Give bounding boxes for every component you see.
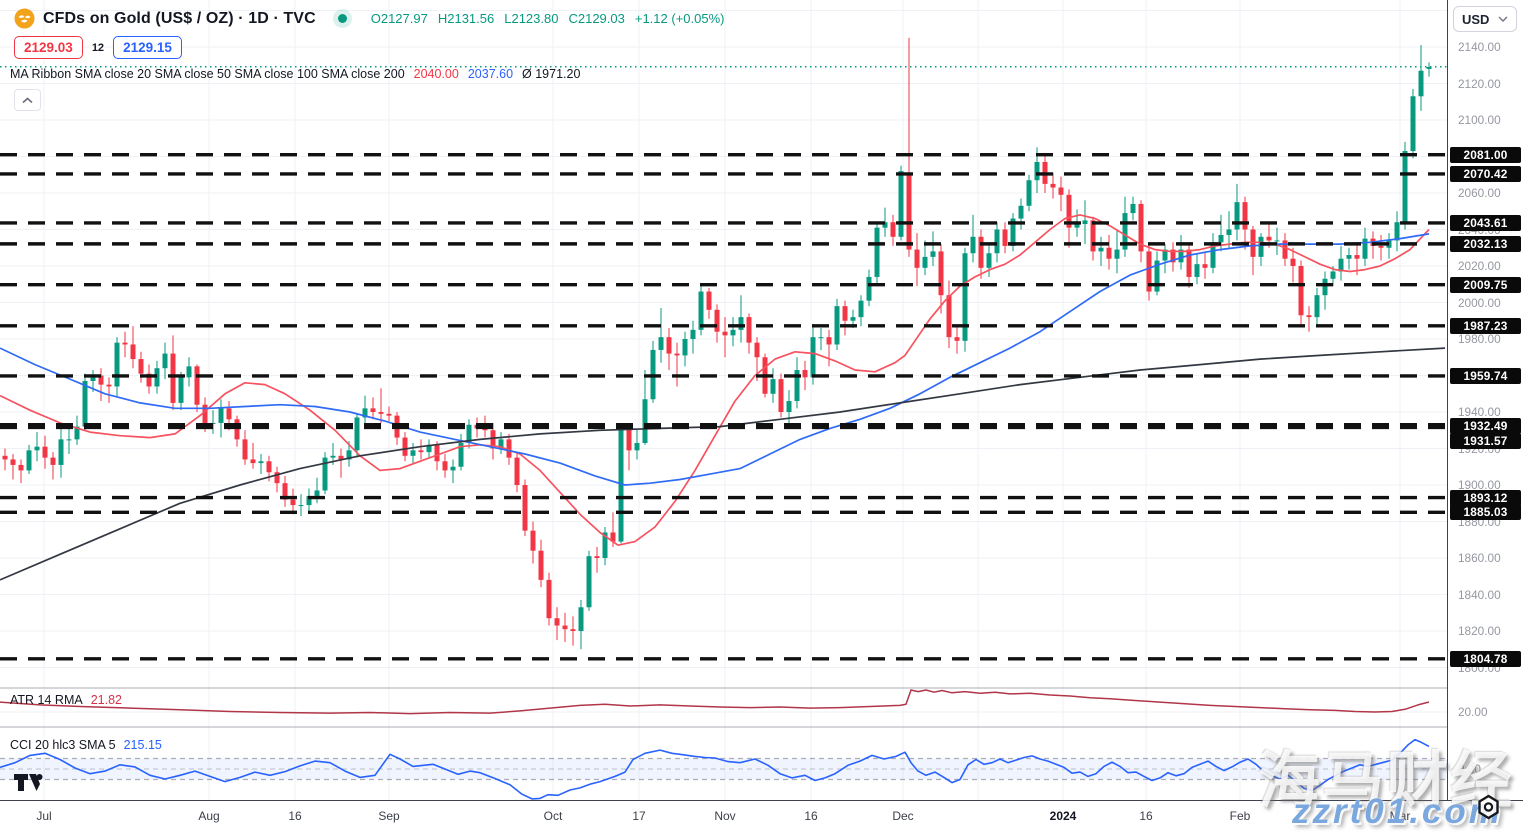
- price-tick-label: 2120.00: [1458, 76, 1501, 91]
- price-tick-label: 2100.00: [1458, 113, 1501, 127]
- tradingview-logo-icon[interactable]: [14, 773, 44, 797]
- price-tick-label: 2060.00: [1458, 186, 1501, 200]
- chevron-up-icon: [22, 96, 33, 103]
- buy-price-button[interactable]: 2129.15: [113, 36, 182, 59]
- level-lines-layer: [0, 152, 1447, 661]
- spread-badge: 12: [91, 41, 105, 54]
- level-price-label[interactable]: 2070.42: [1450, 165, 1521, 182]
- time-axis-label[interactable]: Oct: [543, 809, 563, 823]
- level-price-label[interactable]: 1932.49: [1450, 417, 1521, 434]
- ohlc-low: L2123.80: [504, 11, 559, 26]
- time-axis-label[interactable]: 17: [632, 809, 646, 823]
- cci-plot-line: [0, 738, 1430, 800]
- level-price-label[interactable]: 1931.57: [1450, 433, 1521, 450]
- price-tick-label: 1840.00: [1458, 587, 1501, 602]
- price-tick-label: 0.00: [1458, 762, 1481, 776]
- atr-legend-value[interactable]: 21.82: [90, 693, 122, 707]
- ma-ribbon-sma20-value: 2040.00: [413, 67, 459, 81]
- ma-lines-layer: [0, 214, 1446, 581]
- level-price-label[interactable]: 1893.12: [1450, 489, 1521, 506]
- time-axis-label[interactable]: Dec: [892, 809, 914, 823]
- level-price-label[interactable]: 1987.23: [1450, 317, 1521, 334]
- price-tick-label: 2020.00: [1458, 259, 1501, 273]
- currency-label: USD: [1462, 11, 1490, 27]
- time-axis-label[interactable]: 16: [804, 809, 818, 823]
- price-tick-label: 20.00: [1458, 705, 1488, 719]
- price-tick-label: 1860.00: [1458, 551, 1501, 565]
- ohlc-close: C2129.03: [568, 11, 625, 26]
- ohlc-high: H2131.56: [437, 11, 495, 26]
- atr-legend-label[interactable]: ATR 14 RMA: [10, 693, 83, 707]
- ohlc-change: +1.12 (+0.05%): [634, 11, 725, 26]
- ma-ribbon-label[interactable]: MA Ribbon SMA close 20 SMA close 50 SMA …: [10, 67, 405, 81]
- usd-currency-button[interactable]: USD: [1453, 6, 1517, 32]
- time-axis-label[interactable]: Aug: [198, 809, 220, 823]
- gold-symbol-icon: [14, 8, 35, 29]
- pane-legend: CCI 20 hlc3 SMA 5 215.15: [10, 738, 162, 752]
- symbol-header: CFDs on Gold (US$ / OZ) · 1D · TVC O2127…: [14, 8, 724, 29]
- level-price-label[interactable]: 1885.03: [1450, 504, 1521, 521]
- ohlc-readout: O2127.97 H2131.56 L2123.80 C2129.03 +1.1…: [371, 11, 725, 26]
- time-axis-label[interactable]: Jul: [36, 809, 52, 823]
- time-axis-label[interactable]: 16: [288, 809, 302, 823]
- level-price-label[interactable]: 1959.74: [1450, 367, 1521, 384]
- level-price-label[interactable]: 1804.78: [1450, 650, 1521, 667]
- axis-settings-gear-icon[interactable]: [1476, 794, 1501, 825]
- atr-plot-line: [0, 689, 1430, 715]
- time-axis-label[interactable]: Mar: [1389, 809, 1411, 823]
- price-tick-label: 1940.00: [1458, 405, 1501, 419]
- sell-price-button[interactable]: 2129.03: [14, 36, 83, 59]
- symbol-title[interactable]: CFDs on Gold (US$ / OZ) · 1D · TVC: [43, 9, 316, 27]
- level-price-label[interactable]: 2032.13: [1450, 235, 1521, 252]
- time-axis-label[interactable]: Sep: [378, 809, 400, 823]
- price-tick-label: 2000.00: [1458, 295, 1501, 310]
- pane-legend: ATR 14 RMA 21.82: [10, 693, 122, 707]
- cci-legend-value[interactable]: 215.15: [123, 738, 162, 752]
- time-axis-label[interactable]: 2024: [1049, 809, 1077, 823]
- price-tick-label: 2140.00: [1458, 40, 1501, 54]
- time-axis-label[interactable]: Feb: [1229, 809, 1251, 823]
- time-axis[interactable]: Jul Aug 16 Sep Oct 17 Nov 16 Dec 2024 16 Feb Mar: [0, 800, 1523, 833]
- cci-band: [0, 757, 1447, 781]
- price-axis[interactable]: USD 2140.002120.002100.002080.002060.002…: [1447, 0, 1523, 800]
- time-axis-label[interactable]: 16: [1139, 809, 1153, 823]
- price-tick-label: 1980.00: [1458, 332, 1501, 346]
- level-price-label[interactable]: 2081.00: [1450, 146, 1521, 163]
- ohlc-open: O2127.97: [370, 11, 428, 26]
- ma-ribbon-sma50-value: 2037.60: [467, 67, 514, 81]
- time-axis-label[interactable]: Nov: [714, 809, 736, 823]
- price-tick-label: 1900.00: [1458, 478, 1501, 492]
- level-price-label[interactable]: 2009.75: [1450, 276, 1521, 293]
- level-price-label[interactable]: 2043.61: [1450, 214, 1521, 231]
- gridlines: [0, 0, 1447, 800]
- buy-sell-widget: 2129.03 12 2129.15: [14, 36, 182, 59]
- cci-legend-label[interactable]: CCI 20 hlc3 SMA 5: [10, 738, 116, 752]
- price-tick-label: 1820.00: [1458, 624, 1501, 638]
- collapse-indicators-button[interactable]: [14, 89, 41, 111]
- chevron-down-icon: [1498, 16, 1508, 22]
- ma-line-sma200: [0, 347, 1446, 581]
- ma-ribbon-avg-value: Ø 1971.20: [522, 67, 581, 81]
- market-status-icon[interactable]: [332, 9, 352, 28]
- ma-line-sma50: [0, 233, 1430, 486]
- ma-ribbon-status: MA Ribbon SMA close 20 SMA close 50 SMA …: [10, 67, 580, 81]
- chart-canvas[interactable]: [0, 0, 1447, 800]
